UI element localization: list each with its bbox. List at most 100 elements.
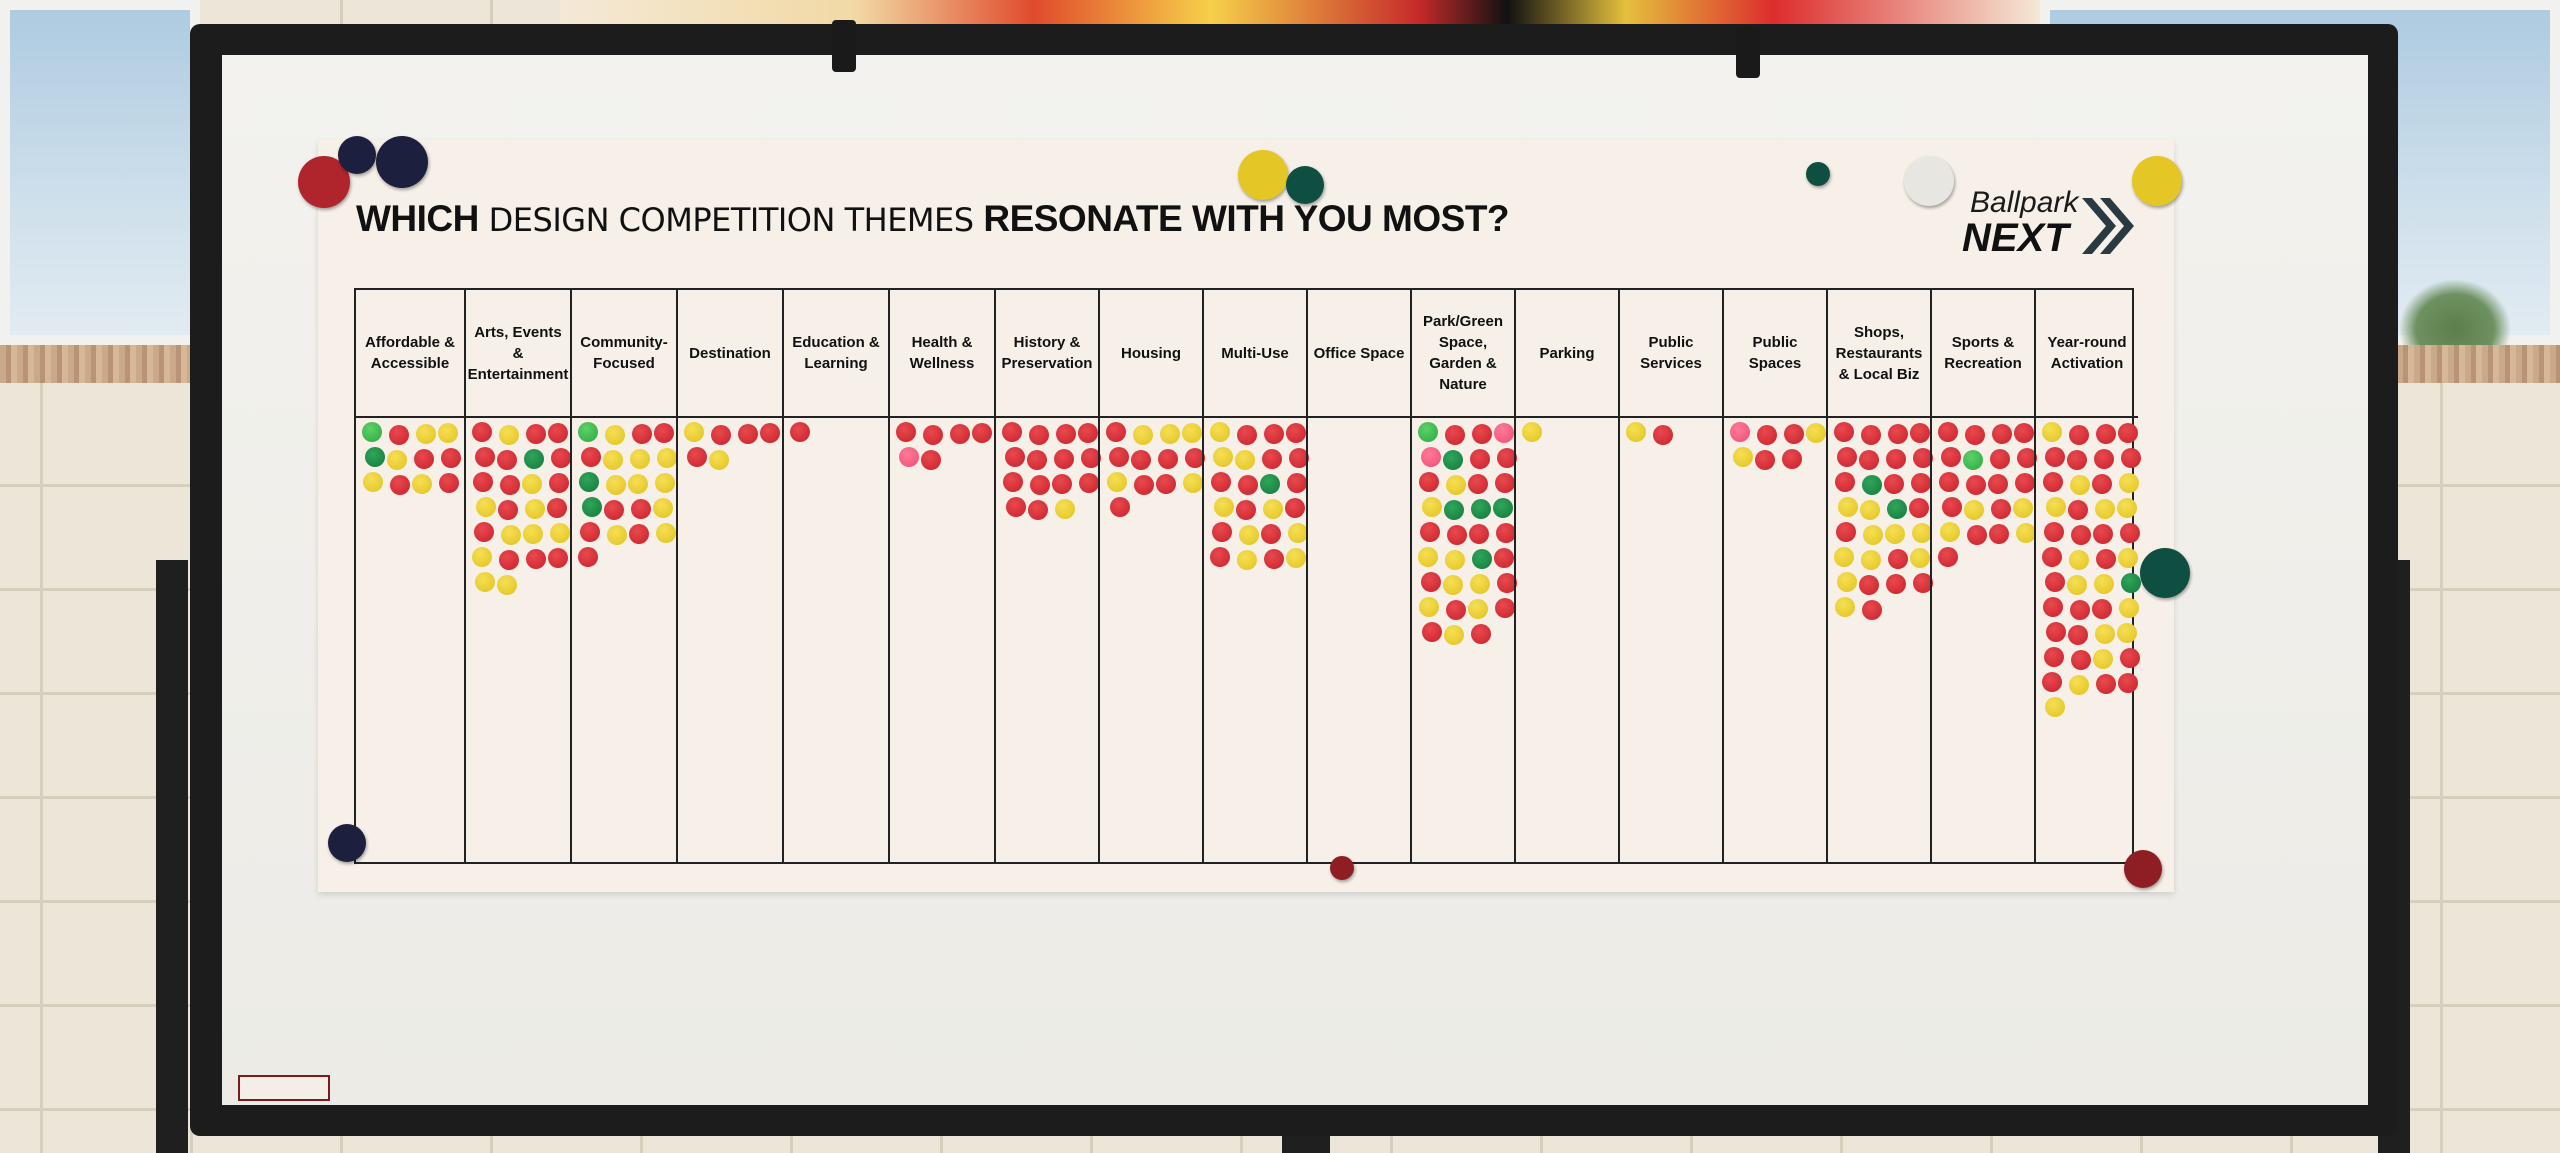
- vote-dot-yellow: [1912, 523, 1932, 543]
- theme-label: Sports & Recreation: [1932, 290, 2034, 418]
- vote-dot-yellow: [1288, 523, 1308, 543]
- vote-dot-lightgreen: [362, 422, 382, 442]
- vote-dot-red: [629, 524, 649, 544]
- vote-dot-yellow: [2117, 498, 2137, 518]
- vote-dot-yellow: [2119, 598, 2139, 618]
- vote-dot-red: [472, 422, 492, 442]
- vote-dot-red: [548, 548, 568, 568]
- vote-dot-red: [1495, 598, 1515, 618]
- vote-dot-red: [1909, 498, 1929, 518]
- vote-dot-red: [1859, 575, 1879, 595]
- navy-magnet: [338, 136, 376, 174]
- theme-column: Parking: [1514, 290, 1618, 862]
- vote-dot-red: [1185, 448, 1205, 468]
- vote-dot-red: [2015, 473, 2035, 493]
- vote-dot-green: [2121, 573, 2141, 593]
- vote-dot-red: [1837, 447, 1857, 467]
- vote-dot-yellow: [1183, 473, 1203, 493]
- vote-dot-red: [1027, 450, 1047, 470]
- white-magnet: [1904, 156, 1954, 206]
- vote-dot-yellow: [525, 499, 545, 519]
- teal-magnet: [1286, 166, 1324, 204]
- vote-dot-yellow: [1237, 550, 1257, 570]
- vote-dot-red: [1028, 500, 1048, 520]
- vote-dot-red: [1992, 424, 2012, 444]
- vote-dot-red: [1468, 474, 1488, 494]
- vote-dot-red: [604, 500, 624, 520]
- vote-dot-red: [581, 447, 601, 467]
- vote-dot-yellow: [1419, 597, 1439, 617]
- vote-dot-pink: [1730, 422, 1750, 442]
- vote-dot-red: [551, 448, 571, 468]
- vote-dot-red: [2070, 600, 2090, 620]
- logo-line-2: NEXT: [1962, 216, 2069, 260]
- vote-dot-red: [2014, 423, 2034, 443]
- theme-column: Affordable & Accessible: [356, 290, 464, 862]
- vote-dot-red: [2045, 447, 2065, 467]
- double-chevron-icon: [2082, 198, 2134, 254]
- yellow-magnet: [1238, 150, 1288, 200]
- theme-label: Housing: [1100, 290, 1202, 418]
- teal-magnet: [1806, 162, 1830, 186]
- vote-dot-red: [711, 425, 731, 445]
- vote-dot-yellow: [2042, 422, 2062, 442]
- vote-dot-yellow: [607, 525, 627, 545]
- vote-dot-red: [1755, 450, 1775, 470]
- vote-dot-red: [631, 499, 651, 519]
- vote-dot-red: [2068, 500, 2088, 520]
- vote-dot-yellow: [653, 498, 673, 518]
- vote-dot-yellow: [1860, 500, 1880, 520]
- vote-dot-red: [1494, 548, 1514, 568]
- vote-dot-yellow: [1263, 499, 1283, 519]
- vote-dot-green: [1471, 499, 1491, 519]
- vote-dot-red: [1421, 572, 1441, 592]
- vote-dot-red: [547, 498, 567, 518]
- vote-dot-red: [2044, 522, 2064, 542]
- vote-dot-red: [1495, 473, 1515, 493]
- theme-column: Community-Focused: [570, 290, 677, 862]
- vote-dot-red: [2093, 524, 2113, 544]
- vote-dot-lightgreen: [1963, 450, 1983, 470]
- vote-dot-green: [1862, 475, 1882, 495]
- vote-dot-red: [972, 423, 992, 443]
- navy-magnet: [376, 136, 428, 188]
- vote-dot-yellow: [1885, 524, 1905, 544]
- vote-dot-red: [497, 450, 517, 470]
- vote-dot-red: [1079, 473, 1099, 493]
- vote-dot-green: [1444, 500, 1464, 520]
- vote-dot-yellow: [1964, 500, 1984, 520]
- vote-dot-red: [1991, 499, 2011, 519]
- vote-dot-yellow: [1446, 475, 1466, 495]
- vote-dot-green: [365, 447, 385, 467]
- vote-dot-yellow: [1055, 499, 1075, 519]
- vote-dot-red: [2067, 450, 2087, 470]
- theme-column: Sports & Recreation: [1930, 290, 2037, 862]
- theme-column: Multi-Use: [1202, 290, 1309, 862]
- vote-dot-yellow: [1468, 599, 1488, 619]
- vote-dot-yellow: [438, 423, 458, 443]
- vote-dot-red: [1886, 574, 1906, 594]
- vote-dot-red: [1784, 424, 1804, 444]
- vote-dot-red: [1888, 424, 1908, 444]
- vote-dot-lightgreen: [1418, 422, 1438, 442]
- vote-dot-yellow: [523, 524, 543, 544]
- vote-dot-yellow: [1835, 597, 1855, 617]
- vote-dot-red: [1285, 498, 1305, 518]
- vote-dot-red: [2043, 472, 2063, 492]
- vote-dot-red: [1081, 448, 1101, 468]
- vote-dot-red: [1110, 497, 1130, 517]
- vote-dot-red: [498, 500, 518, 520]
- vote-dot-yellow: [657, 448, 677, 468]
- vote-dot-yellow: [1940, 522, 1960, 542]
- vote-dot-red: [923, 425, 943, 445]
- vote-dot-red: [687, 447, 707, 467]
- vote-dot-red: [473, 472, 493, 492]
- theme-column: Destination: [676, 290, 782, 862]
- vote-dot-red: [2071, 525, 2091, 545]
- vote-dot-red: [1757, 425, 1777, 445]
- theme-column: History & Preservation: [994, 290, 1101, 862]
- vote-dot-red: [1862, 600, 1882, 620]
- vote-dot-yellow: [2046, 497, 2066, 517]
- vote-dot-green: [524, 449, 544, 469]
- theme-column: Housing: [1098, 290, 1205, 862]
